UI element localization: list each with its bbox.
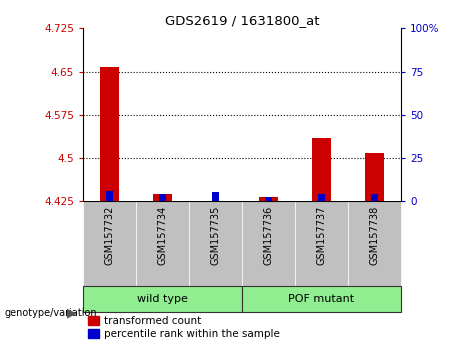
Bar	[100, 67, 119, 201]
Title: GDS2619 / 1631800_at: GDS2619 / 1631800_at	[165, 14, 319, 27]
Text: GSM157736: GSM157736	[264, 205, 273, 264]
Bar	[319, 194, 325, 201]
Bar	[295, 201, 348, 286]
Bar	[136, 201, 189, 286]
Bar	[266, 197, 272, 201]
Text: GSM157732: GSM157732	[105, 205, 114, 265]
Bar	[83, 201, 136, 286]
Bar	[242, 201, 295, 286]
Text: genotype/variation: genotype/variation	[5, 308, 97, 318]
Legend: transformed count, percentile rank within the sample: transformed count, percentile rank withi…	[88, 316, 280, 339]
Bar	[160, 194, 165, 201]
Bar	[106, 191, 112, 201]
Text: GSM157735: GSM157735	[211, 205, 220, 265]
Bar	[189, 201, 242, 286]
Bar	[213, 193, 219, 201]
Text: POF mutant: POF mutant	[289, 294, 355, 304]
Text: ▶: ▶	[67, 307, 76, 320]
Text: wild type: wild type	[137, 294, 188, 304]
Text: GSM157737: GSM157737	[317, 205, 326, 265]
Bar	[206, 201, 225, 203]
Bar	[348, 201, 401, 286]
Bar	[365, 153, 384, 201]
Bar	[259, 197, 278, 201]
Text: GSM157734: GSM157734	[158, 205, 167, 264]
Bar	[372, 194, 378, 201]
Bar	[83, 286, 242, 312]
Text: GSM157738: GSM157738	[370, 205, 379, 264]
Bar	[312, 138, 331, 201]
Bar	[153, 194, 172, 201]
Bar	[242, 286, 401, 312]
